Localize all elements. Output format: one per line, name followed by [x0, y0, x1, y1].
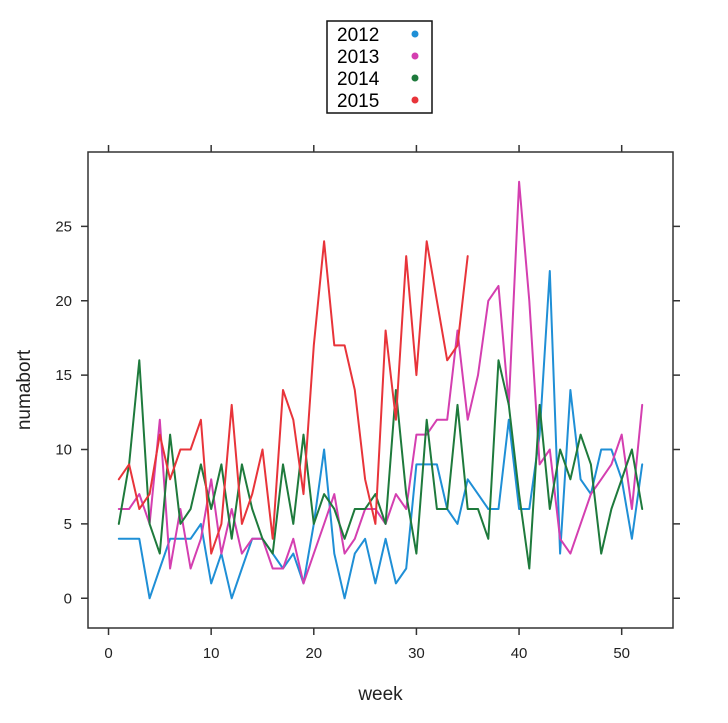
legend-label: 2015 — [337, 91, 379, 112]
plot-frame — [87, 151, 674, 629]
y-tick-label: 5 — [64, 516, 72, 533]
x-axis-title: week — [357, 684, 403, 705]
x-tick-label: 20 — [305, 645, 322, 662]
legend-marker — [411, 74, 419, 82]
axis-ticks: 0 10 20 30 40 50 0 5 10 15 20 25 — [55, 145, 680, 662]
legend-label: 2014 — [337, 69, 380, 90]
x-tick-label: 40 — [511, 645, 528, 662]
series-line-2013 — [117, 180, 644, 585]
legend-marker — [411, 96, 419, 104]
legend-marker — [411, 52, 419, 60]
y-tick-label: 10 — [55, 442, 72, 459]
y-tick-label: 25 — [55, 218, 72, 235]
y-tick-label: 0 — [64, 590, 72, 607]
series-line-2014 — [117, 359, 644, 570]
x-tick-label: 50 — [613, 645, 630, 662]
y-tick-label: 20 — [55, 293, 72, 310]
y-axis-title: numabort — [14, 349, 35, 430]
y-tick-label: 15 — [55, 367, 72, 384]
series-line-2012 — [117, 270, 644, 600]
legend-marker — [411, 30, 419, 38]
x-tick-label: 10 — [203, 645, 220, 662]
legend-label: 2013 — [337, 47, 379, 68]
x-tick-label: 30 — [408, 645, 425, 662]
legend-label: 2012 — [337, 25, 379, 46]
series-layer — [117, 180, 644, 600]
x-tick-label: 0 — [104, 645, 112, 662]
series-line-2015 — [117, 240, 469, 555]
